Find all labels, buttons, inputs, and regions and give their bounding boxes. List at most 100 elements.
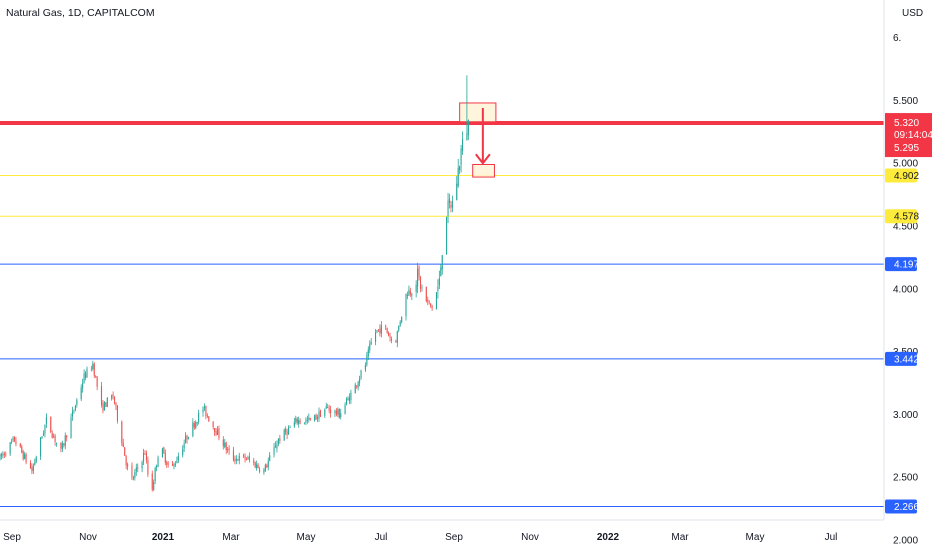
candle-body <box>182 449 184 456</box>
candle-body <box>253 460 255 463</box>
candle <box>2 451 4 459</box>
candle-body <box>185 435 187 443</box>
candle <box>93 362 95 379</box>
candle <box>131 462 133 481</box>
time-axis-label: Mar <box>671 532 689 543</box>
candle-body <box>216 429 219 435</box>
candle-body <box>417 268 419 287</box>
candle-body <box>111 395 113 399</box>
candle-body <box>24 454 26 459</box>
level-price-tag <box>885 351 917 366</box>
level-price-value: 4.197 <box>894 260 919 271</box>
candle-body <box>164 453 166 463</box>
candle <box>256 460 258 471</box>
candle-body <box>83 373 85 383</box>
candle <box>202 406 204 417</box>
candle-body <box>92 364 94 370</box>
candle-body <box>51 433 53 438</box>
candle-body <box>370 341 372 345</box>
candle <box>122 438 124 448</box>
candle <box>228 445 230 455</box>
candle <box>274 441 277 448</box>
candle <box>390 336 393 344</box>
candlestick-series <box>0 75 469 492</box>
time-axis-label: Nov <box>521 532 539 543</box>
candle <box>285 426 287 436</box>
candle <box>60 442 62 453</box>
candle-body <box>334 410 336 413</box>
candle <box>286 428 288 440</box>
candle <box>273 442 275 458</box>
candle-body <box>327 407 329 408</box>
candle <box>366 351 368 367</box>
candle-body <box>195 422 197 429</box>
candle-body <box>441 255 443 270</box>
candle-body <box>76 399 78 405</box>
time-axis[interactable]: Sep Nov 2021 Mar May Jul Sep Nov 2022 Mar May Jul <box>0 519 884 543</box>
candle-body <box>208 416 210 422</box>
candle <box>22 449 24 461</box>
candle <box>277 438 279 447</box>
candle-body <box>74 405 76 410</box>
candle <box>102 399 104 414</box>
candle-body <box>163 447 165 454</box>
candle <box>134 469 136 481</box>
candle <box>53 433 55 439</box>
price-axis[interactable]: 6.5.5005.0004.5004.0003.5003.0002.5002.0… <box>883 0 932 546</box>
candle <box>172 461 174 467</box>
candle <box>54 433 56 446</box>
candle <box>35 455 37 464</box>
candle <box>379 324 381 337</box>
candle <box>11 438 13 445</box>
candle <box>141 460 143 473</box>
candle <box>427 296 429 306</box>
candle-body <box>450 205 452 208</box>
candle-body <box>256 464 258 469</box>
candle-body <box>299 421 301 423</box>
candle <box>306 415 308 424</box>
candle <box>354 382 356 394</box>
candle <box>425 286 427 303</box>
candle <box>0 453 1 461</box>
candle-body <box>377 329 379 331</box>
candle-body <box>238 455 240 461</box>
candle <box>367 346 369 361</box>
candle <box>174 461 176 467</box>
candle <box>389 332 391 342</box>
candle <box>356 385 358 389</box>
price-tick-label: 3.000 <box>893 410 918 421</box>
candle-body <box>125 455 127 466</box>
candle-body <box>234 459 236 462</box>
price-tick-label: 5.500 <box>893 96 918 107</box>
candle <box>459 165 461 175</box>
candle <box>315 413 317 420</box>
candle-body <box>324 409 326 416</box>
candle <box>90 365 92 372</box>
candle-body <box>154 468 156 482</box>
candle <box>0 452 3 460</box>
candle <box>96 376 98 391</box>
candle <box>183 439 185 452</box>
candle <box>106 397 108 408</box>
candle-body <box>375 332 377 342</box>
candle <box>385 324 387 331</box>
candle <box>173 462 175 470</box>
target-box[interactable] <box>459 102 497 123</box>
candle <box>364 362 366 373</box>
candle <box>222 436 224 450</box>
candle <box>182 445 184 458</box>
candle-body <box>161 448 163 457</box>
candle-body <box>114 396 116 404</box>
candle-body <box>187 437 190 439</box>
candle-body <box>31 467 33 472</box>
candle <box>460 144 462 173</box>
candle-body <box>350 392 352 401</box>
candle <box>225 441 227 454</box>
down-arrow-annotation <box>475 107 491 165</box>
candle <box>40 436 42 461</box>
candle-body <box>144 453 146 455</box>
target-box[interactable] <box>472 163 495 178</box>
level-price-value: 4.902 <box>894 171 919 182</box>
candle <box>166 460 168 468</box>
